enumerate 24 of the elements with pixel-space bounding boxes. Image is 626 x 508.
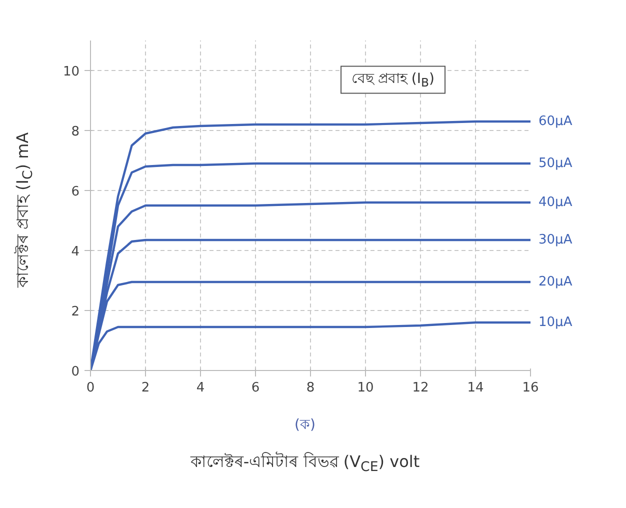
x-tick-label: 14 <box>467 380 484 396</box>
series-label: 20µA <box>538 274 572 290</box>
series-label: 10µA <box>538 315 572 330</box>
y-tick-label: 0 <box>71 364 80 380</box>
series-label: 50µA <box>538 156 572 171</box>
x-tick-label: 10 <box>357 380 374 396</box>
x-axis-title: কালেক্টৰ-এমিটাৰ বিভৱ (V$_{CE}$) volt <box>189 451 421 478</box>
x-tick-label: 8 <box>306 380 315 396</box>
x-tick-label: 2 <box>141 380 150 396</box>
y-tick-label: 4 <box>71 244 80 260</box>
x-tick-label: 16 <box>522 380 539 396</box>
y-tick-label: 6 <box>71 184 80 200</box>
x-tick-label: 0 <box>86 380 95 396</box>
series-label: 40µA <box>538 195 572 210</box>
y-tick-label: 8 <box>71 124 80 140</box>
text: (ক) <box>294 416 316 435</box>
x-tick-label: 12 <box>412 380 429 396</box>
y-tick-label: 2 <box>71 304 80 320</box>
legend-title: বেছ প্ৰবাহ (I$_{B}$) <box>340 66 446 94</box>
series-label: 30µA <box>538 232 572 248</box>
x-tick-label: 6 <box>251 380 260 396</box>
y-tick-label: 10 <box>62 64 80 80</box>
x-tick-label: 4 <box>196 380 205 396</box>
series-label: 60µA <box>538 114 572 129</box>
